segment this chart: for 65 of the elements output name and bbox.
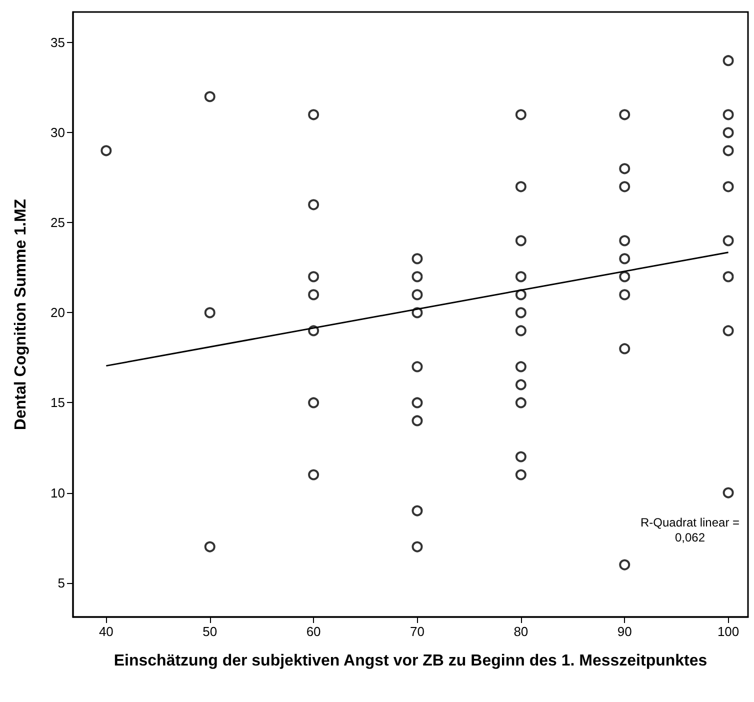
y-tick-label: 20	[50, 305, 65, 320]
x-tick-label: 60	[306, 624, 321, 639]
point	[515, 325, 526, 336]
y-tick-label: 25	[50, 215, 65, 230]
x-tick-label: 100	[717, 624, 740, 639]
x-tick-label: 90	[617, 624, 632, 639]
point	[412, 397, 423, 408]
point	[412, 289, 423, 300]
x-tick-label: 80	[514, 624, 528, 639]
point	[412, 253, 423, 264]
point	[722, 109, 734, 120]
point	[722, 145, 734, 156]
x-tick-label: 70	[410, 624, 424, 639]
y-axis-title: Dental Cognition Summe 1.MZ	[12, 198, 30, 430]
point	[515, 181, 526, 192]
x-tick-label: 40	[98, 624, 114, 639]
point	[619, 289, 630, 300]
point	[308, 469, 320, 480]
point	[722, 235, 734, 246]
point	[722, 487, 734, 498]
point	[619, 271, 630, 282]
point	[619, 253, 630, 264]
point	[515, 379, 526, 390]
point	[619, 109, 630, 120]
point	[412, 415, 423, 426]
point	[722, 271, 734, 282]
point	[308, 397, 320, 408]
point	[722, 127, 734, 138]
y-tick-label: 10	[50, 485, 65, 500]
point	[204, 541, 216, 552]
point	[412, 505, 423, 516]
point	[515, 361, 526, 372]
point	[515, 109, 526, 120]
point	[308, 271, 320, 282]
y-tick-label: 15	[50, 395, 65, 410]
x-tick-label: 50	[202, 624, 218, 639]
x-axis-title: Einschätzung der subjektiven Angst vor ZB zu Beginn des 1. Messzeitpunktes	[114, 652, 708, 670]
point	[308, 289, 320, 300]
point	[619, 343, 630, 354]
point	[515, 271, 526, 282]
point	[412, 361, 423, 372]
point	[722, 55, 734, 66]
point	[515, 289, 526, 300]
point	[515, 307, 526, 318]
point	[515, 451, 526, 462]
point	[412, 541, 423, 552]
point	[619, 163, 630, 174]
point	[722, 181, 734, 192]
point	[619, 559, 630, 570]
point	[619, 181, 630, 192]
point	[722, 325, 734, 336]
point	[515, 469, 526, 480]
point	[100, 145, 112, 156]
point	[412, 271, 423, 282]
y-tick-label: 30	[50, 125, 65, 140]
point	[515, 235, 526, 246]
point	[619, 235, 630, 246]
y-tick-label: 5	[58, 575, 65, 590]
point	[204, 91, 216, 102]
point	[204, 307, 216, 318]
annotation: R-Quadrat linear = 0,062	[640, 516, 740, 544]
point	[308, 109, 320, 120]
point	[515, 397, 526, 408]
y-tick-label: 35	[50, 35, 65, 50]
point	[308, 199, 320, 210]
